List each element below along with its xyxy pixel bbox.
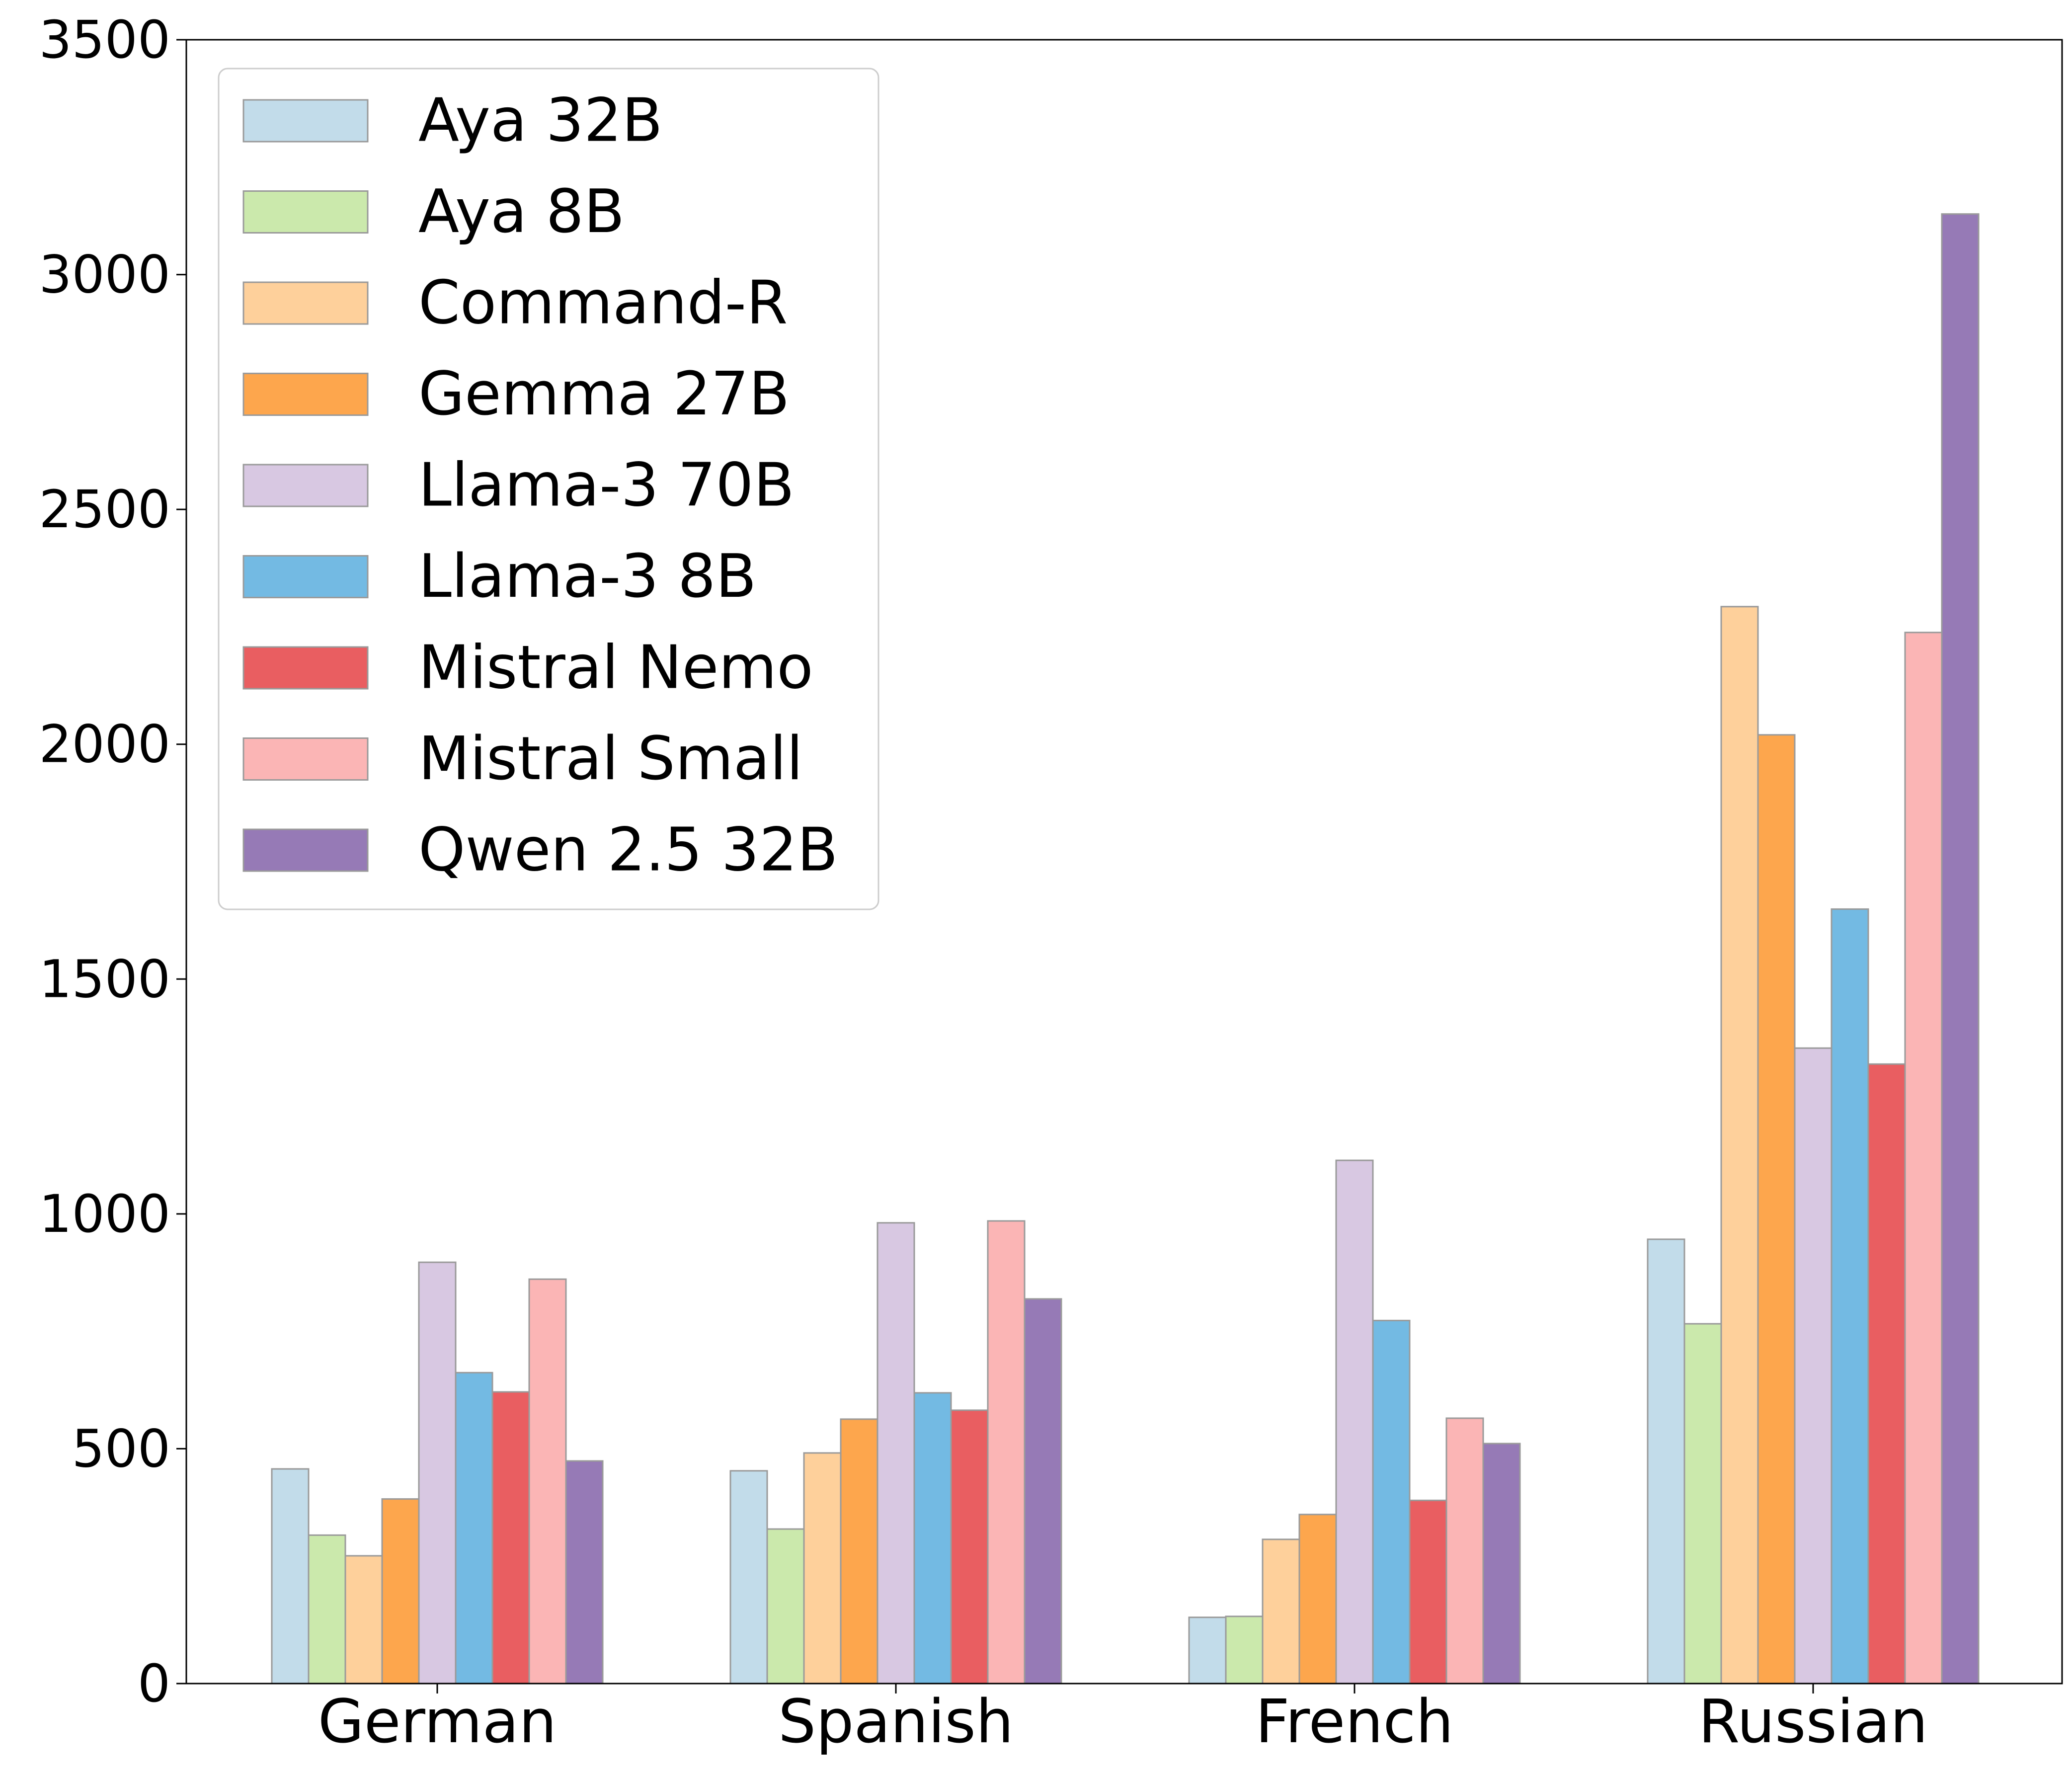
- bar-command-r-german: [344, 1555, 383, 1685]
- legend: Aya 32B Aya 8B Command-R Gemma 27B Llama-3 7…: [218, 68, 879, 910]
- bar-gemma-27b-russian: [1757, 734, 1796, 1685]
- y-tick-label: 3500: [39, 9, 170, 70]
- bar-aya-32b-french: [1188, 1616, 1227, 1685]
- legend-label: Llama-3 70B: [418, 451, 795, 520]
- bar-mistral-nemo-german: [491, 1391, 530, 1685]
- bar-llama-3-70b-german: [418, 1261, 457, 1685]
- x-tick-label: Russian: [1698, 1688, 1928, 1757]
- bar-aya-8b-french: [1225, 1615, 1264, 1685]
- legend-swatch: [242, 464, 369, 507]
- legend-swatch: [242, 828, 369, 872]
- bar-gemma-27b-german: [381, 1498, 420, 1685]
- bar-qwen-2-5-32b-german: [565, 1460, 604, 1685]
- legend-label: Command-R: [418, 269, 788, 338]
- bar-aya-32b-spanish: [729, 1470, 768, 1685]
- legend-swatch: [242, 190, 369, 234]
- x-tick-label: French: [1256, 1688, 1454, 1757]
- bar-llama-3-8b-spanish: [913, 1392, 952, 1685]
- legend-label: Llama-3 8B: [418, 542, 757, 611]
- bar-llama-3-8b-french: [1372, 1319, 1411, 1685]
- bar-command-r-spanish: [803, 1452, 842, 1685]
- bar-llama-3-70b-russian: [1794, 1047, 1833, 1685]
- legend-label: Qwen 2.5 32B: [418, 816, 838, 885]
- legend-swatch: [242, 281, 369, 325]
- y-tick-label: 2500: [39, 479, 170, 540]
- bar-aya-8b-russian: [1683, 1323, 1722, 1685]
- bar-mistral-small-german: [528, 1278, 567, 1685]
- y-tick-label: 1500: [39, 949, 170, 1009]
- bar-qwen-2-5-32b-russian: [1941, 213, 1980, 1685]
- bar-aya-8b-spanish: [766, 1528, 805, 1685]
- legend-swatch: [242, 555, 369, 598]
- bar-mistral-nemo-french: [1409, 1499, 1447, 1685]
- bar-mistral-small-spanish: [987, 1220, 1026, 1685]
- bar-command-r-russian: [1720, 606, 1759, 1685]
- bar-mistral-nemo-russian: [1867, 1063, 1906, 1685]
- legend-swatch: [242, 99, 369, 143]
- legend-swatch: [242, 373, 369, 416]
- legend-label: Aya 32B: [418, 86, 663, 156]
- y-tick-label: 3000: [39, 244, 170, 305]
- y-axis: 0 500 1000 1500 2000 2500 3000 3500: [39, 9, 186, 1714]
- x-tick-label: German: [318, 1688, 557, 1757]
- x-axis: German Spanish French Russian: [318, 1684, 1928, 1757]
- bar-gemma-27b-french: [1298, 1514, 1337, 1685]
- legend-label: Aya 8B: [418, 177, 625, 246]
- legend-label: Mistral Small: [418, 725, 803, 794]
- bar-llama-3-8b-russian: [1831, 908, 1869, 1685]
- bar-qwen-2-5-32b-french: [1482, 1443, 1521, 1685]
- bar-aya-32b-german: [271, 1468, 310, 1685]
- bar-aya-8b-german: [308, 1534, 346, 1685]
- bar-qwen-2-5-32b-spanish: [1024, 1298, 1062, 1685]
- bar-mistral-nemo-spanish: [950, 1409, 989, 1685]
- y-tick-label: 1000: [39, 1184, 170, 1244]
- bar-llama-3-70b-spanish: [877, 1222, 915, 1685]
- y-tick-label: 500: [72, 1418, 170, 1479]
- y-tick-label: 0: [138, 1653, 170, 1714]
- bar-llama-3-8b-german: [455, 1371, 493, 1685]
- bar-aya-32b-russian: [1647, 1238, 1685, 1685]
- bar-mistral-small-russian: [1904, 632, 1943, 1685]
- bar-command-r-french: [1262, 1538, 1300, 1685]
- bar-gemma-27b-spanish: [840, 1418, 878, 1685]
- legend-label: Gemma 27B: [418, 360, 790, 429]
- legend-box: [218, 68, 879, 910]
- plot-frame: [185, 39, 2063, 1685]
- bar-llama-3-70b-french: [1335, 1159, 1374, 1685]
- bar-mistral-small-french: [1445, 1417, 1484, 1685]
- legend-swatch: [242, 646, 369, 690]
- bars: [271, 213, 1980, 1685]
- y-tick-label: 2000: [39, 714, 170, 775]
- legend-swatch: [242, 737, 369, 781]
- legend-label: Mistral Nemo: [418, 634, 813, 703]
- x-tick-label: Spanish: [778, 1688, 1014, 1757]
